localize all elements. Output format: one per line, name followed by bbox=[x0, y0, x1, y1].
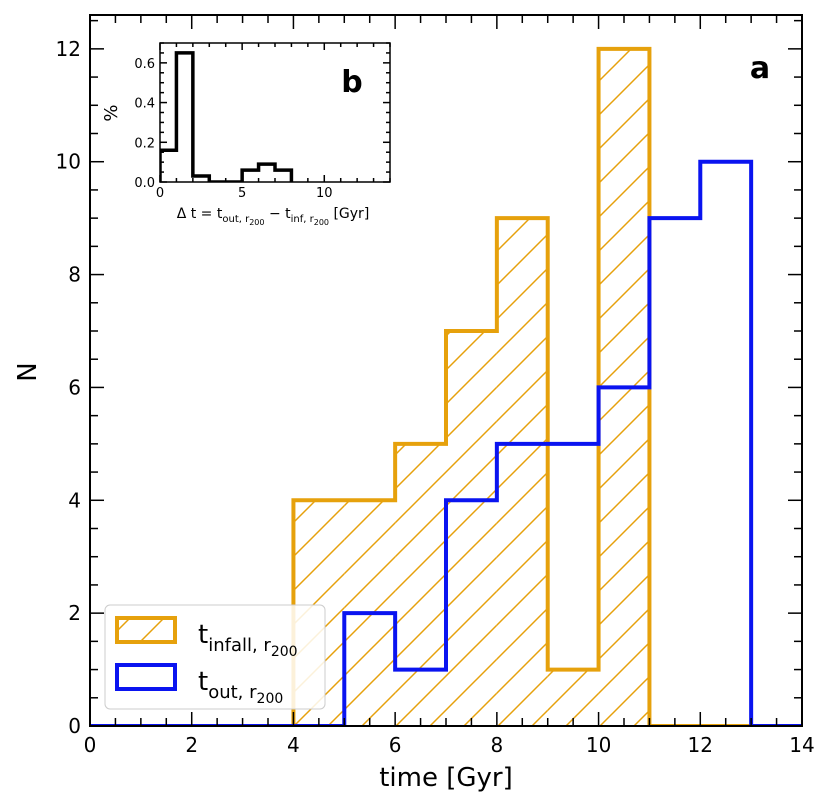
inset-background bbox=[160, 43, 390, 182]
inset-tick-labels: 0 5 10 0.0 0.2 0.4 0.6 bbox=[134, 57, 332, 201]
bar-out-11-12 bbox=[649, 218, 700, 726]
main-histogram-bars bbox=[90, 46, 802, 726]
bar-infall-7-8 bbox=[446, 331, 497, 726]
inset-y-tick-label: 0.2 bbox=[134, 136, 155, 151]
bar-infall-9-10 bbox=[547, 669, 599, 726]
inset-y-tick-label: 0.0 bbox=[134, 176, 155, 191]
x-tick-label: 12 bbox=[688, 733, 713, 757]
main-tick-labels: 0 2 4 6 8 10 12 14 0 2 4 6 8 10 12 bbox=[56, 37, 815, 757]
y-axis-label: N bbox=[13, 362, 43, 381]
x-tick-label: 2 bbox=[185, 733, 198, 757]
inset-x-tick-label: 0 bbox=[156, 186, 164, 201]
series-outline-out bbox=[90, 159, 802, 726]
legend-label-infall: tinfall, r200 bbox=[198, 620, 298, 660]
bar-infall-8-9 bbox=[496, 218, 548, 726]
y-tick-label: 10 bbox=[56, 150, 81, 174]
inset-histogram bbox=[160, 51, 294, 182]
inset-plot: 0 5 10 0.0 0.2 0.4 0.6 b % Δ t = tout, r200 − … bbox=[101, 42, 391, 227]
y-tick-label: 12 bbox=[56, 37, 81, 61]
y-tick-label: 4 bbox=[68, 488, 81, 512]
legend: tinfall, r200 tout, r200 bbox=[104, 604, 326, 710]
inset-x-tick-label: 10 bbox=[316, 186, 333, 201]
y-tick-label: 8 bbox=[68, 263, 81, 287]
inset-y-tick-label: 0.6 bbox=[134, 57, 155, 72]
y-tick-label: 2 bbox=[68, 601, 81, 625]
series-infall bbox=[293, 48, 650, 726]
x-tick-label: 8 bbox=[490, 733, 503, 757]
inset-series-outline bbox=[160, 51, 294, 182]
inset-y-axis-label: % bbox=[101, 104, 122, 121]
inset-x-tick-label: 5 bbox=[238, 186, 246, 201]
legend-swatch-out bbox=[115, 663, 177, 691]
x-tick-label: 14 bbox=[789, 733, 814, 757]
x-tick-label: 6 bbox=[389, 733, 402, 757]
x-tick-label: 10 bbox=[586, 733, 611, 757]
main-plot-area: 0 2 4 6 8 10 12 14 0 2 4 6 8 10 12 bbox=[56, 14, 815, 757]
main-plot-frame bbox=[89, 14, 803, 727]
x-tick-label: 0 bbox=[84, 733, 97, 757]
bar-infall-6-7 bbox=[395, 443, 446, 726]
x-tick-label: 4 bbox=[287, 733, 300, 757]
inset-y-tick-label: 0.4 bbox=[134, 97, 155, 112]
y-tick-label: 0 bbox=[68, 714, 81, 738]
panel-letter-a: a bbox=[750, 51, 770, 86]
legend-label-out: tout, r200 bbox=[198, 667, 283, 707]
legend-swatch-infall bbox=[115, 616, 177, 644]
inset-x-axis-label: Δ t = tout, r200 − tinf, r200 [Gyr] bbox=[177, 206, 370, 227]
y-tick-label: 6 bbox=[68, 375, 81, 399]
inset-frame bbox=[159, 42, 391, 183]
panel-letter-b: b bbox=[341, 65, 362, 100]
bar-out-12-13 bbox=[700, 162, 751, 726]
x-axis-label: time [Gyr] bbox=[379, 763, 513, 793]
